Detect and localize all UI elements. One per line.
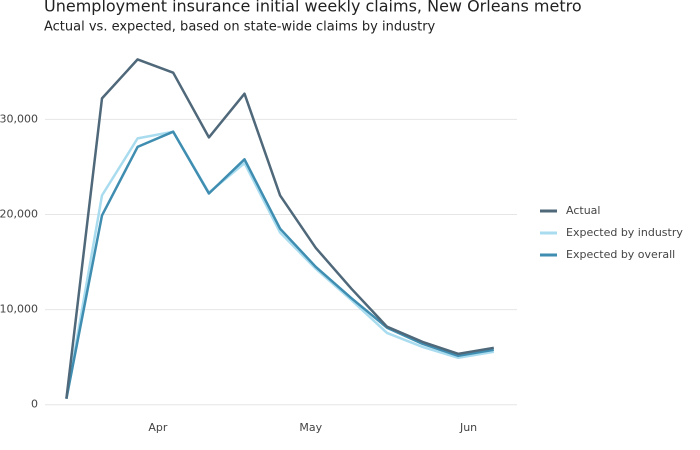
legend-label: Actual (566, 204, 600, 217)
chart-subtitle: Actual vs. expected, based on state-wide… (44, 20, 436, 35)
y-tick-label: 20,000 (0, 207, 38, 220)
series-line (65, 58, 495, 399)
series-line (65, 130, 495, 399)
x-tick-label: May (299, 421, 322, 434)
chart-title: Unemployment insurance initial weekly cl… (44, 0, 582, 16)
y-tick-label: 0 (31, 398, 38, 411)
y-tick-label: 10,000 (0, 303, 38, 316)
y-tick-label: 30,000 (0, 112, 38, 125)
legend-label: Expected by overall (566, 248, 675, 261)
legend-label: Expected by industry (566, 226, 683, 239)
x-tick-label: Jun (459, 421, 477, 434)
series-line (65, 130, 495, 399)
x-tick-label: Apr (148, 421, 168, 434)
